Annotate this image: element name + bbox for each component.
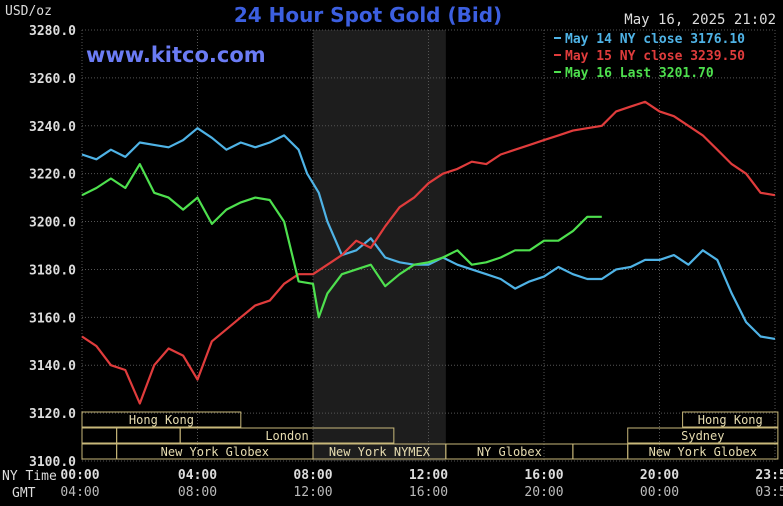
session-label: New York Globex [161,445,269,459]
price-series [81,100,776,405]
gmt-tick-label: 00:00 [640,485,679,500]
ny-tick-label: 04:00 [178,468,217,483]
gmt-label: GMT [12,486,36,501]
ny-time-label: NY Time [2,469,57,484]
y-tick-label: 3280.0 [29,24,76,39]
ny-tick-label: 20:00 [640,468,679,483]
ny-tick-label: 23:59 [755,468,783,483]
y-tick-label: 3160.0 [29,311,76,326]
session-box [81,411,242,428]
y-tick-label: 3180.0 [29,263,76,278]
chart-title: 24 Hour Spot Gold (Bid) [234,3,502,27]
session-label: Hong Kong [698,413,763,427]
series-line [81,100,776,405]
gmt-tick-label: 03:59 [755,485,783,500]
session-box [179,427,395,444]
ny-tick-label: 12:00 [409,468,448,483]
legend-entry: May 14 NY close 3176.10 [565,32,745,47]
nymex-session-shading [313,30,446,461]
legend: May 14 NY close 3176.10 May 15 NY close 3… [554,32,745,81]
ny-tick-label: 16:00 [524,468,563,483]
session-label: Sydney [681,429,724,443]
timestamp: May 16, 2025 21:02 [624,12,776,28]
legend-entry: May 15 NY close 3239.50 [565,49,745,64]
y-tick-label: 3100.0 [29,455,76,470]
session-box [682,411,779,428]
session-label: New York NYMEX [329,445,431,459]
session-label: New York Globex [649,445,757,459]
gmt-tick-label: 12:00 [293,485,332,500]
y-tick-label: 3260.0 [29,72,76,87]
session-box [627,427,779,444]
gmt-tick-label: 16:00 [409,485,448,500]
market-sessions: Hong Kong London New York Globex New York N… [81,411,779,460]
y-tick-label: 3140.0 [29,359,76,374]
axes: 3100.0 3120.0 3140.0 3160.0 3180.0 3200.0 3220… [29,24,783,500]
ny-tick-label: 00:00 [60,468,99,483]
session-box [627,443,779,460]
legend-entry: May 16 Last 3201.70 [565,66,714,81]
y-tick-label: 3220.0 [29,168,76,183]
series-line [81,163,602,319]
session-label: NY Globex [477,445,542,459]
ny-tick-label: 08:00 [293,468,332,483]
gmt-tick-label: 04:00 [60,485,99,500]
session-label: London [265,429,308,443]
y-tick-label: 3200.0 [29,216,76,231]
y-tick-label: 3240.0 [29,120,76,135]
y-tick-label: 3120.0 [29,407,76,422]
session-label: Hong Kong [129,413,194,427]
gmt-tick-label: 08:00 [178,485,217,500]
y-axis-unit-label: USD/oz [5,4,52,19]
plot-area [82,30,775,461]
gmt-tick-label: 20:00 [524,485,563,500]
watermark-url: www.kitco.com [86,43,266,67]
